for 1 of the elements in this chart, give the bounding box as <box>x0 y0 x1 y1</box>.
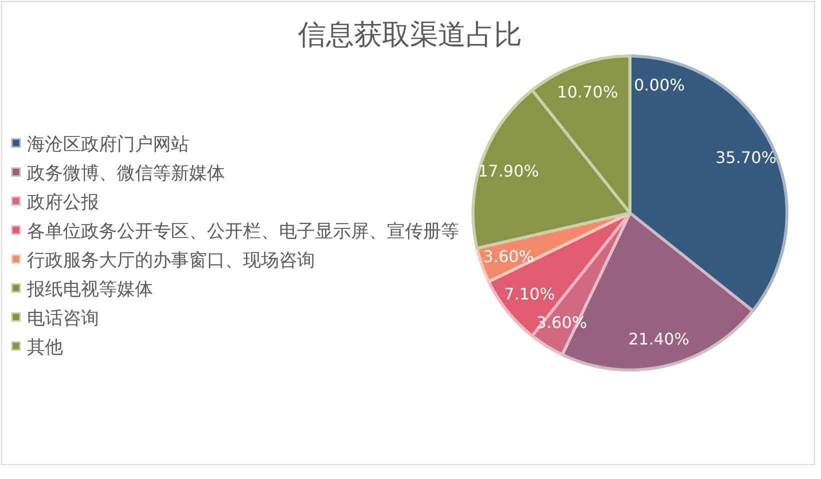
title: 信息获取渠道占比 <box>298 18 522 51</box>
